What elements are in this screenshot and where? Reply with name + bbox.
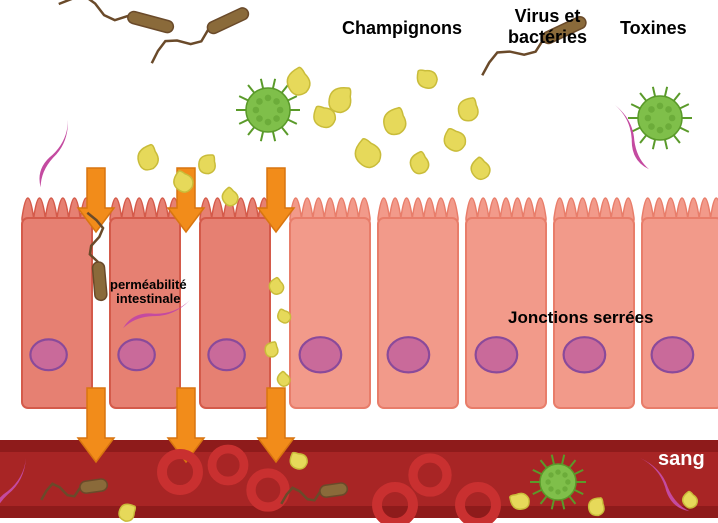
label-permeabilite: perméabilité intestinale <box>110 278 187 307</box>
label-toxines: Toxines <box>620 18 687 39</box>
label-sang: sang <box>658 448 705 471</box>
diagram-svg <box>0 0 718 523</box>
label-virus-line2: bactéries <box>508 27 587 47</box>
label-virus-bacteries: Virus et bactéries <box>508 6 587 48</box>
label-virus-line1: Virus et <box>515 6 581 26</box>
label-jonctions: Jonctions serrées <box>508 308 654 328</box>
label-permeabilite-line2: intestinale <box>116 291 180 306</box>
label-permeabilite-line1: perméabilité <box>110 277 187 292</box>
label-champignons: Champignons <box>342 18 462 39</box>
